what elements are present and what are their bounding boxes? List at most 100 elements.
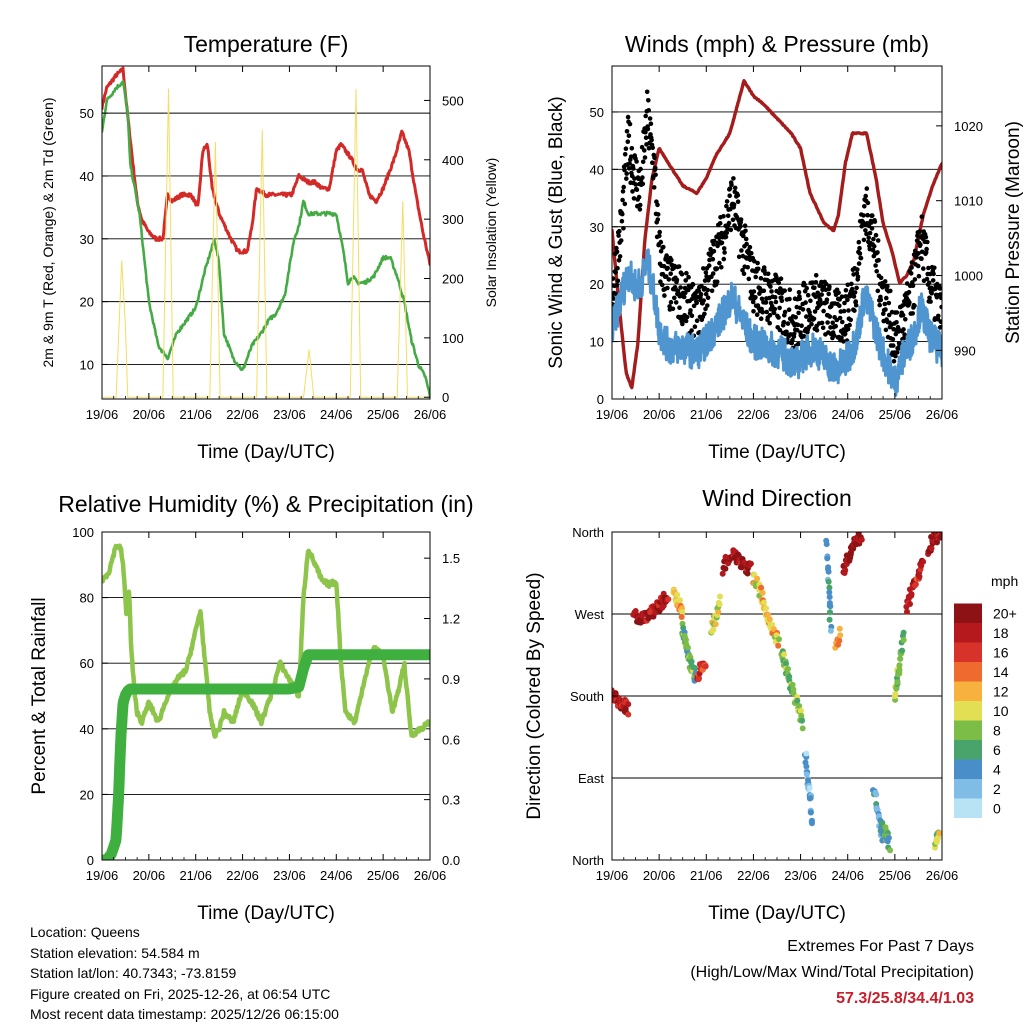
- gust-point: [915, 233, 920, 239]
- x-tick-label: 20/06: [643, 868, 676, 883]
- gust-point: [701, 266, 706, 271]
- gust-point: [653, 172, 658, 178]
- gust-point: [751, 309, 756, 314]
- gust-point: [813, 280, 819, 285]
- direction-point: [781, 651, 788, 658]
- gust-point: [767, 312, 773, 318]
- gust-point: [910, 283, 916, 289]
- series-2m-t: [102, 66, 430, 267]
- gust-point: [731, 202, 737, 207]
- colorbar-label: 20+: [993, 605, 1017, 621]
- y-tick-label: 60: [80, 656, 94, 671]
- gust-point: [781, 319, 787, 325]
- gust-point: [616, 233, 621, 238]
- direction-point: [695, 675, 702, 682]
- gust-point: [714, 279, 720, 285]
- direction-point: [897, 655, 904, 662]
- direction-point: [823, 541, 830, 548]
- gust-point: [746, 276, 752, 282]
- gust-point: [797, 296, 802, 302]
- gust-point: [730, 217, 736, 223]
- gust-point: [741, 233, 746, 239]
- y2-tick-label: 200: [442, 272, 464, 287]
- gust-point: [692, 324, 698, 330]
- direction-point: [683, 636, 689, 643]
- gust-point: [777, 305, 782, 311]
- gust-point: [926, 265, 931, 271]
- x-tick-label: 25/06: [879, 868, 912, 883]
- gust-point: [691, 303, 697, 309]
- x-tick-label: 22/06: [737, 868, 770, 883]
- gust-point: [893, 353, 898, 359]
- gust-point: [643, 113, 648, 119]
- direction-point: [785, 666, 791, 672]
- gust-point: [878, 275, 884, 281]
- direction-point: [928, 545, 935, 552]
- gust-point: [650, 160, 655, 165]
- gust-point: [620, 211, 625, 217]
- gust-point: [909, 260, 915, 265]
- gust-point: [786, 307, 792, 313]
- direction-point: [625, 701, 632, 708]
- gust-point: [725, 213, 731, 219]
- x-tick-label: 23/06: [273, 407, 306, 422]
- gust-point: [614, 245, 619, 251]
- gust-point: [852, 290, 858, 295]
- gust-point: [926, 280, 932, 286]
- gust-point: [717, 260, 722, 266]
- gust-point: [614, 282, 620, 288]
- direction-point: [896, 669, 903, 676]
- colorbar-label: 4: [993, 761, 1001, 777]
- gust-point: [828, 325, 833, 330]
- y-tick-label: 0: [87, 853, 94, 868]
- direction-point: [759, 589, 766, 596]
- gust-point: [684, 314, 690, 320]
- gust-point: [874, 269, 879, 274]
- y-tick-label: 40: [80, 722, 94, 737]
- gust-point: [843, 294, 848, 299]
- gust-point: [634, 159, 639, 164]
- gust-point: [872, 219, 878, 224]
- gust-point: [863, 193, 868, 199]
- gust-point: [621, 184, 626, 190]
- gust-point: [722, 250, 727, 255]
- direction-point: [936, 830, 942, 837]
- gust-point: [724, 230, 730, 235]
- data-layer: [612, 79, 942, 397]
- gust-point: [820, 325, 826, 331]
- data-layer: [102, 543, 430, 860]
- gust-point: [724, 199, 730, 204]
- gust-point: [628, 154, 634, 159]
- direction-point: [688, 658, 695, 665]
- gust-point: [865, 200, 871, 206]
- gust-point: [886, 300, 892, 306]
- direction-point: [939, 532, 942, 533]
- gust-point: [719, 240, 725, 246]
- direction-point: [775, 642, 782, 649]
- data-layer: [612, 532, 942, 854]
- gust-point: [939, 295, 942, 301]
- colorbar-swatch: [954, 681, 982, 701]
- direction-point: [692, 665, 699, 672]
- direction-point: [894, 679, 901, 686]
- gust-point: [919, 249, 925, 255]
- gust-point: [812, 285, 817, 291]
- y2-tick-label: 1020: [954, 119, 983, 134]
- gust-point: [873, 232, 879, 238]
- y-tick-label: North: [572, 853, 604, 868]
- gust-point: [708, 246, 713, 252]
- gust-point: [717, 221, 723, 226]
- gust-point: [690, 282, 696, 287]
- y2-tick-label: 0.6: [442, 732, 460, 747]
- x-tick-label: 19/06: [596, 868, 629, 883]
- gust-point: [757, 291, 762, 296]
- x-tick-label: 20/06: [133, 868, 166, 883]
- gust-point: [711, 248, 717, 254]
- gust-point: [894, 310, 900, 315]
- gust-point: [702, 278, 708, 283]
- gust-point: [796, 341, 801, 347]
- gust-point: [779, 298, 785, 304]
- x-axis-label: Time (Day/UTC): [708, 903, 846, 924]
- gust-point: [831, 333, 837, 338]
- direction-point: [754, 575, 761, 582]
